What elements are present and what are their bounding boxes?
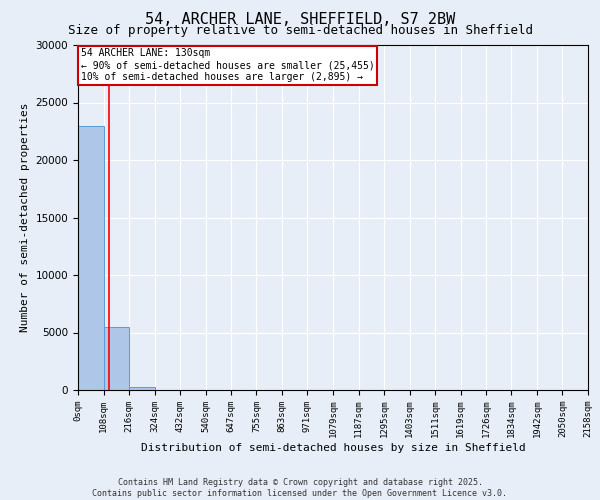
X-axis label: Distribution of semi-detached houses by size in Sheffield: Distribution of semi-detached houses by … bbox=[140, 443, 526, 453]
Y-axis label: Number of semi-detached properties: Number of semi-detached properties bbox=[20, 103, 30, 332]
Bar bbox=[104, 327, 129, 390]
Text: Contains HM Land Registry data © Crown copyright and database right 2025.
Contai: Contains HM Land Registry data © Crown c… bbox=[92, 478, 508, 498]
Text: 54 ARCHER LANE: 130sqm
← 90% of semi-detached houses are smaller (25,455)
10% of: 54 ARCHER LANE: 130sqm ← 90% of semi-det… bbox=[80, 48, 374, 82]
Text: 54, ARCHER LANE, SHEFFIELD, S7 2BW: 54, ARCHER LANE, SHEFFIELD, S7 2BW bbox=[145, 12, 455, 28]
Bar bbox=[78, 126, 104, 390]
Text: Size of property relative to semi-detached houses in Sheffield: Size of property relative to semi-detach… bbox=[67, 24, 533, 37]
Bar bbox=[129, 386, 155, 390]
